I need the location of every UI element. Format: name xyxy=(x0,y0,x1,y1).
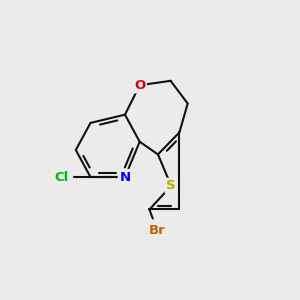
Text: O: O xyxy=(134,79,145,92)
Text: S: S xyxy=(167,179,176,192)
Text: N: N xyxy=(119,171,130,184)
Text: Cl: Cl xyxy=(54,171,68,184)
Text: Br: Br xyxy=(149,224,166,238)
